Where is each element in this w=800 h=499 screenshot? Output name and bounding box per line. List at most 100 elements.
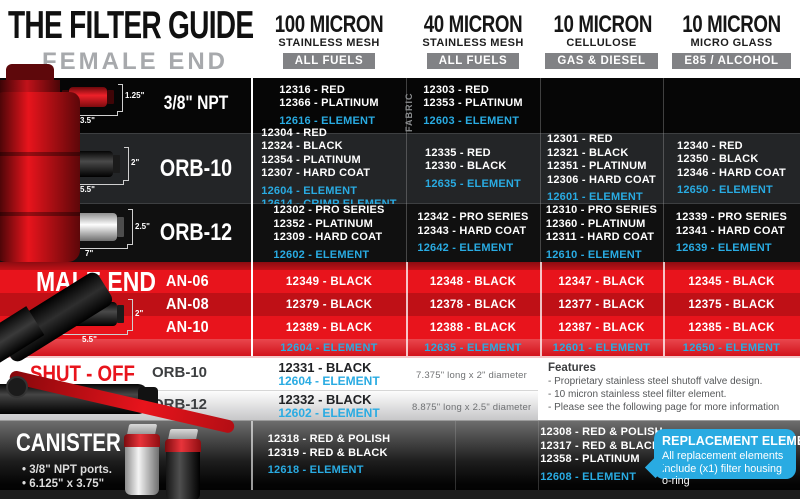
bottom-strip: [0, 490, 800, 499]
cell-orb10-cellulose: 12301 - RED 12321 - BLACK 12351 - PLATIN…: [540, 133, 663, 203]
column-divider: [538, 421, 539, 499]
canister-body: [166, 452, 200, 499]
dimension-length: 7": [85, 249, 94, 258]
bottle-groove: [0, 152, 80, 156]
part-number: 12348 - BLACK: [429, 275, 517, 288]
dimension-height: 1.25": [125, 91, 145, 100]
row-label: 3/8" NPT: [163, 93, 229, 114]
row-label: AN-10: [166, 319, 209, 336]
column-divider: [455, 421, 456, 499]
column-media: CELLULOSE: [566, 37, 637, 49]
element-numbers: 12608 - ELEMENT: [540, 470, 637, 483]
size-note: 7.375" long x 2" diameter: [416, 370, 528, 381]
cell-orb12-100: 12302 - PRO SERIES 12352 - PLATINUM 1230…: [252, 204, 406, 262]
dimension-height: 2": [135, 309, 144, 318]
dimension-length: 5.5": [82, 335, 97, 344]
column-header-10-micron-microglass: 10 MICRON MICRO GLASS E85 / ALCOHOL: [663, 13, 800, 69]
row-an06: AN-06 12349 - BLACK 12348 - BLACK 12347 …: [0, 270, 800, 293]
element-number: 12604 - ELEMENT: [278, 373, 380, 388]
part-numbers: 12302 - PRO SERIES 12352 - PLATINUM 1230…: [273, 204, 385, 244]
element-numbers: 12650 - ELEMENT: [677, 184, 773, 197]
cell-orb12-40: 12342 - PRO SERIES 12343 - HARD COAT 126…: [406, 204, 540, 262]
element-numbers: 12639 - ELEMENT: [675, 242, 772, 254]
element-numbers: 12602 - ELEMENT: [273, 248, 370, 261]
element-numbers: 12616 - ELEMENT: [279, 114, 376, 127]
element-numbers: 12635 - ELEMENT: [425, 177, 521, 190]
canister-photo-black: [165, 429, 205, 499]
part-number: 12349 - BLACK: [285, 275, 373, 288]
features-list: - Proprietary stainless steel shutoff va…: [548, 376, 780, 413]
element-numbers: 12601 - ELEMENT: [547, 191, 643, 203]
part-number: 12389 - BLACK: [285, 321, 373, 334]
row-label: AN-06: [166, 273, 209, 290]
male-top-strip: [0, 262, 800, 270]
cell-canister-100: 12318 - RED & POLISH 12319 - RED & BLACK…: [252, 421, 406, 489]
features-title: Features: [548, 362, 596, 374]
part-numbers: 12335 - RED 12330 - BLACK: [425, 146, 507, 173]
cell-orb12-microglass: 12339 - PRO SERIES 12341 - HARD COAT 126…: [663, 204, 800, 262]
element-numbers: 12618 - ELEMENT: [267, 464, 364, 476]
canister-body: [125, 447, 159, 495]
part-numbers: 12342 - PRO SERIES 12343 - HARD COAT: [417, 211, 529, 237]
page-subtitle: FEMALE END: [42, 48, 228, 75]
cell-shutoff-orb10: 12331 - BLACK 12604 - ELEMENT: [252, 358, 406, 390]
cell-orb10-40: 12335 - RED 12330 - BLACK 12635 - ELEMEN…: [406, 134, 540, 203]
column-divider: [540, 262, 542, 356]
dimension-height: 2": [131, 158, 140, 167]
element-numbers: 12642 - ELEMENT: [417, 242, 514, 254]
fuel-badge: ALL FUELS: [426, 53, 520, 69]
cell-orb10-100: 12304 - RED 12324 - BLACK 12354 - PLATIN…: [252, 127, 406, 210]
part-number: 12331 - BLACK: [278, 359, 372, 375]
dimension-height: 2.5": [135, 222, 150, 231]
features-block: Features - Proprietary stainless steel s…: [548, 362, 798, 414]
column-divider: [663, 78, 664, 262]
table-divider: [251, 262, 253, 356]
valve-pivot: [6, 376, 28, 398]
row-an10: AN-10 12389 - BLACK 12388 - BLACK 12387 …: [0, 316, 800, 339]
cell-shutoff-orb12: 12332 - BLACK 12602 - ELEMENT: [252, 390, 406, 422]
part-numbers: 12310 - PRO SERIES 12360 - PLATINUM 1231…: [545, 204, 658, 244]
part-number: 12347 - BLACK: [558, 275, 645, 288]
canister-bullets: • 3/8" NPT ports. • 6.125" x 3.75": [22, 464, 112, 490]
dimension-length: 3.5": [80, 116, 95, 125]
dimension-length: 5.5": [80, 185, 95, 194]
row-label: ORB-10: [152, 364, 208, 381]
part-number: 12375 - BLACK: [688, 298, 775, 311]
column-media: STAINLESS MESH: [278, 37, 380, 49]
column-divider: [406, 262, 408, 356]
column-divider: [406, 78, 407, 262]
part-number: 12388 - BLACK: [429, 321, 517, 334]
bottle-cap: [6, 64, 54, 82]
part-numbers: 12339 - PRO SERIES 12341 - HARD COAT: [675, 211, 788, 237]
part-numbers: 12340 - RED 12350 - BLACK 12346 - HARD C…: [677, 139, 786, 179]
part-number: 12378 - BLACK: [429, 298, 517, 311]
dimension-line: [128, 209, 133, 245]
dimension-line: [124, 147, 129, 181]
page-title: THE FILTER GUIDE: [8, 4, 254, 47]
canister-photo-silver: [124, 424, 164, 496]
shutoff-valve-photo: [0, 356, 256, 496]
column-micron: 100 MICRON: [274, 11, 384, 38]
part-numbers: 12318 - RED & POLISH 12319 - RED & BLACK: [267, 433, 391, 459]
part-numbers: 12304 - RED 12324 - BLACK 12354 - PLATIN…: [261, 126, 371, 180]
replacement-elements-callout: REPLACEMENT ELEMENTS All replacement ele…: [644, 429, 800, 487]
replacement-title: REPLACEMENT ELEMENTS: [662, 434, 800, 448]
element-number: 12650 - ELEMENT: [682, 341, 781, 354]
row-male-elements: 12604 - ELEMENT 12635 - ELEMENT 12601 - …: [0, 339, 800, 356]
row-npt: 1.25" 3.5" 3/8" NPT 12316 - RED 12366 - …: [0, 78, 800, 133]
fabric-note: FABRIC: [404, 92, 414, 133]
female-end-section: 1.25" 3.5" 3/8" NPT 12316 - RED 12366 - …: [0, 78, 800, 262]
row-orb10: 2" 5.5" ORB-10 12304 - RED 12324 - BLACK…: [0, 127, 800, 210]
part-number: 12332 - BLACK: [278, 391, 372, 407]
column-micron: 40 MICRON: [423, 11, 523, 38]
column-divider: [540, 78, 541, 262]
column-header-10-micron-cellulose: 10 MICRON CELLULOSE GAS & DIESEL: [540, 13, 663, 69]
column-header-40-micron: 40 MICRON STAINLESS MESH ALL FUELS: [406, 13, 540, 69]
part-numbers: 12301 - RED 12321 - BLACK 12351 - PLATIN…: [547, 133, 656, 186]
canister-title: CANISTER: [16, 429, 121, 457]
cell-canister-cellulose: 12308 - RED & POLISH 12317 - RED & BLACK…: [540, 421, 663, 489]
fuel-badge: GAS & DIESEL: [545, 53, 658, 69]
column-micron: 10 MICRON: [682, 11, 781, 38]
part-numbers: 12308 - RED & POLISH 12317 - RED & BLACK…: [540, 426, 663, 466]
